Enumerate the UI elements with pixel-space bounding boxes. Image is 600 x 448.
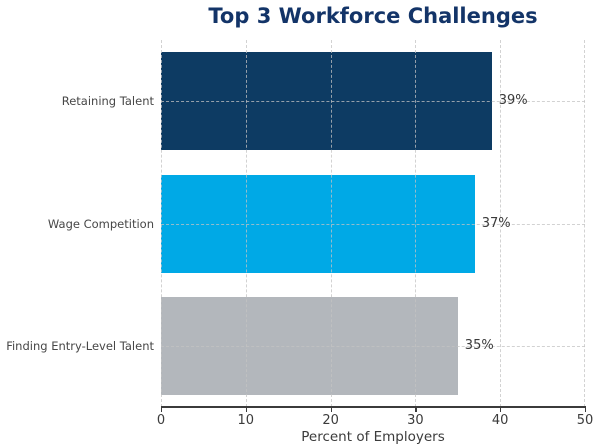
x-tick-label: 20 — [322, 413, 339, 428]
x-tick-label: 30 — [407, 413, 424, 428]
bar-value-label: 39% — [498, 93, 528, 109]
plot-area: 39% 37% 35% — [161, 40, 585, 407]
x-tick-label: 50 — [576, 413, 594, 428]
category-label: Finding Entry-Level Talent — [6, 338, 154, 353]
x-axis-title: Percent of Employers — [301, 429, 445, 445]
category-label: Retaining Talent — [61, 94, 154, 109]
x-axis-tick — [245, 408, 248, 412]
category-label: Wage Competition — [47, 216, 154, 231]
x-axis-tick — [500, 408, 502, 412]
x-axis-line — [161, 406, 586, 408]
x-axis-tick — [330, 408, 332, 412]
bar-value-label: 35% — [464, 337, 494, 353]
x-tick-label: 10 — [237, 413, 255, 428]
bar-value-labels-layer: 39% 37% 35% — [161, 40, 585, 407]
x-tick-label: 0 — [156, 413, 166, 428]
chart-title: Top 3 Workforce Challenges — [208, 4, 538, 28]
x-axis-tick — [585, 408, 587, 412]
bar-value-label: 37% — [481, 215, 511, 231]
x-tick-label: 40 — [491, 413, 509, 428]
x-axis-tick — [415, 408, 417, 412]
x-axis-tick — [161, 408, 163, 412]
